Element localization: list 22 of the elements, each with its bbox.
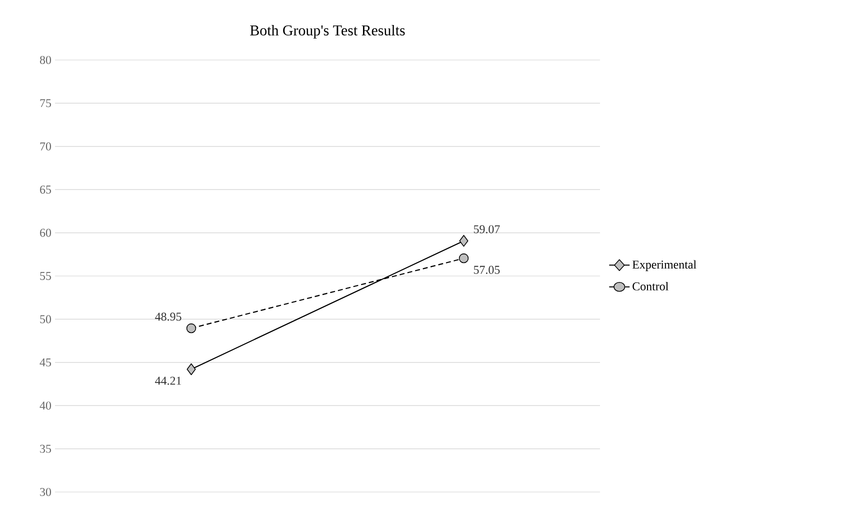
y-tick-label: 45 <box>40 358 52 366</box>
data-label: 57.05 <box>474 266 500 274</box>
point <box>458 253 469 264</box>
point <box>459 234 468 247</box>
y-tick-label: 75 <box>40 99 52 108</box>
y-tick-label: 55 <box>40 272 52 280</box>
point <box>186 323 196 334</box>
y-tick-label: 40 <box>40 402 52 410</box>
y-tick-label: 80 <box>40 56 52 64</box>
y-tick-label: 30 <box>40 488 52 496</box>
y-tick-label: 60 <box>40 228 52 237</box>
data-label: 59.07 <box>474 225 500 234</box>
legend-label: Experimental <box>632 260 696 272</box>
point <box>186 363 196 376</box>
y-tick-label: 65 <box>40 186 52 194</box>
y-tick-label: 35 <box>40 444 52 453</box>
y-tick-label: 50 <box>40 315 52 324</box>
data-label: 48.95 <box>155 312 182 321</box>
y-tick-label: 70 <box>40 142 52 150</box>
legend-label: Control <box>632 282 668 290</box>
data-label: 44.21 <box>155 376 182 385</box>
chart-title: Both Group's Test Results <box>250 24 405 39</box>
